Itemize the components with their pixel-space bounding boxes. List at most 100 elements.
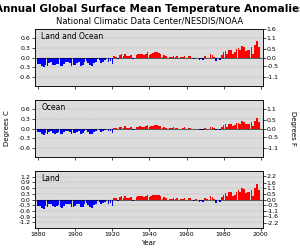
Bar [160,196,161,200]
Bar [245,51,247,57]
Bar [39,57,41,64]
Bar [184,56,185,57]
Bar [256,183,258,200]
Bar [95,57,97,62]
Bar [152,195,154,200]
Bar [202,57,204,60]
Bar [106,57,108,58]
Bar [219,129,221,130]
Text: Degrees C: Degrees C [4,111,10,146]
Bar [139,126,141,129]
Bar [54,129,56,134]
Bar [61,57,63,67]
Bar [210,197,212,200]
Bar [50,129,52,131]
Bar [182,199,184,200]
Bar [124,196,126,200]
Bar [91,129,93,134]
Bar [254,121,256,129]
Bar [82,129,83,133]
Bar [58,200,59,205]
Bar [98,200,100,202]
Bar [230,50,232,57]
Bar [193,57,195,59]
Bar [243,47,245,57]
Bar [61,129,63,134]
Bar [156,195,158,200]
Bar [247,50,248,57]
Bar [204,56,206,57]
Bar [85,129,87,131]
Bar [113,128,115,129]
Bar [137,197,139,200]
Bar [173,198,174,200]
Bar [63,57,65,64]
Bar [84,200,85,204]
Bar [93,129,95,132]
Bar [60,200,61,207]
Bar [132,200,134,201]
Bar [39,200,41,206]
Bar [239,124,241,129]
Bar [175,199,176,200]
Bar [254,187,256,200]
Bar [150,126,152,129]
Bar [193,200,195,201]
Bar [126,128,128,129]
Bar [221,127,223,129]
Bar [46,129,48,134]
Bar [188,128,189,129]
Bar [234,125,236,129]
Bar [212,197,213,200]
Bar [249,124,250,129]
Bar [256,118,258,129]
Bar [45,129,46,133]
Bar [85,57,87,61]
Bar [210,127,212,129]
Bar [252,196,254,200]
Bar [175,128,176,129]
Bar [130,197,132,200]
Bar [225,193,226,200]
Bar [58,57,59,64]
Bar [176,56,178,57]
Bar [52,200,54,206]
Bar [45,200,46,206]
Bar [145,54,147,57]
Bar [148,197,150,200]
Text: Land and Ocean: Land and Ocean [41,33,104,41]
Bar [104,57,106,60]
Bar [202,200,204,202]
Bar [87,200,89,205]
Bar [156,125,158,129]
Bar [143,127,145,129]
Bar [102,129,104,131]
Bar [160,54,161,57]
Bar [95,200,97,204]
Bar [87,57,89,63]
Text: Degrees F: Degrees F [290,111,296,146]
Bar [165,56,167,57]
Bar [171,199,172,200]
Bar [184,198,185,200]
Bar [65,57,67,62]
Bar [250,190,252,200]
Bar [85,200,87,203]
Bar [117,200,119,201]
Bar [73,129,74,133]
Bar [117,57,119,59]
Bar [97,200,98,201]
Bar [214,128,215,129]
Bar [234,195,236,200]
Bar [100,200,102,204]
Bar [212,127,213,129]
Bar [69,129,70,132]
Bar [89,57,91,66]
Bar [134,57,135,58]
Bar [78,129,80,131]
Bar [215,200,217,203]
Bar [113,56,115,57]
Bar [232,196,234,200]
Bar [250,122,252,129]
Bar [223,125,224,129]
